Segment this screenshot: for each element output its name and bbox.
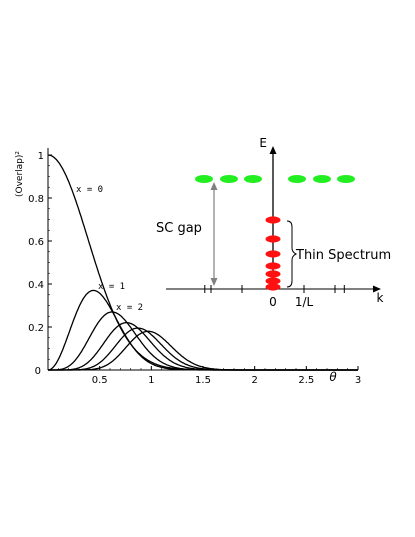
thin-spectrum-level [265, 216, 281, 224]
overlap-y-tick-label: 0.4 [28, 280, 44, 291]
overlap-curves [47, 154, 358, 371]
continuum-level [288, 175, 306, 183]
k-ticks [204, 285, 345, 293]
sc-gap-arrow [210, 182, 218, 286]
overlap-x-tick-label: 1 [148, 375, 154, 386]
overlap-y-axis-title: (Overlap)² [15, 151, 25, 197]
thin-spectrum-levels [265, 216, 281, 291]
overlap-y-tick-label: 0.6 [28, 237, 44, 248]
overlap-origin-label: 0 [35, 366, 41, 377]
thin-spectrum-bracket [286, 220, 298, 288]
thin-spectrum-level [265, 277, 281, 285]
continuum-level [195, 175, 213, 183]
curve-label-x1: x = 1 [98, 282, 125, 292]
overlap-x-axis-title: θ [329, 370, 337, 384]
sc-gap-arrowhead-bottom [210, 278, 218, 286]
overlap-x-ticks: 0.5 1 1.5 2 2.5 3 [92, 366, 361, 386]
overlap-plot: 0.5 1 1.5 2 2.5 3 0.20.40.60.81 0 (Overlap)² … [15, 148, 361, 386]
overlap-minor-ticks [48, 165, 348, 370]
spectrum-inset: E k 0 1/L SC gap Thin Spectrum [156, 136, 391, 309]
overlap-curve-4 [48, 327, 358, 371]
overlap-curve-5 [48, 330, 358, 371]
thin-spectrum-label: Thin Spectrum [295, 248, 391, 263]
overlap-y-ticks: 0.2 0.4 0.6 0.8 1 [28, 151, 52, 334]
overlap-y-tick-label: 1 [38, 151, 44, 162]
energy-axis-label: E [259, 136, 267, 150]
overlap-curve-2 [48, 311, 358, 371]
continuum-level [313, 175, 331, 183]
curve-label-x2: x = 2 [116, 303, 143, 313]
overlap-x-tick-label: 2.5 [298, 375, 314, 386]
curve-label-x0: x = 0 [76, 185, 103, 195]
continuum-level [220, 175, 238, 183]
thin-spectrum-level [265, 235, 281, 243]
overlap-y-tick-label: 0.2 [28, 323, 44, 334]
k-axis-arrowhead [373, 285, 381, 293]
thin-spectrum-level [265, 270, 281, 278]
thin-spectrum-level [265, 283, 281, 291]
sc-gap-label: SC gap [156, 221, 202, 236]
overlap-x-tick-label: 0.5 [92, 375, 108, 386]
overlap-y-tick-label: 0.8 [28, 194, 44, 205]
continuum-level [244, 175, 262, 183]
k-axis-label: k [377, 291, 384, 305]
energy-axis-arrowhead [269, 146, 277, 154]
sc-gap-arrowhead-top [210, 182, 218, 190]
overlap-x-tick-label: 3 [355, 375, 361, 386]
overlap-x-tick-label: 2 [251, 375, 257, 386]
k-tick-label-zero: 0 [269, 295, 277, 309]
overlap-x-tick-label: 1.5 [195, 375, 211, 386]
thin-spectrum-level [265, 250, 281, 258]
continuum-level [337, 175, 355, 183]
overlap-axes: 0.5 1 1.5 2 2.5 3 0.2 0.4 0.6 0.8 1 [28, 148, 361, 386]
thin-spectrum-level [265, 262, 281, 270]
continuum-levels [195, 175, 355, 183]
k-tick-label-one-over-l: 1/L [295, 295, 314, 309]
